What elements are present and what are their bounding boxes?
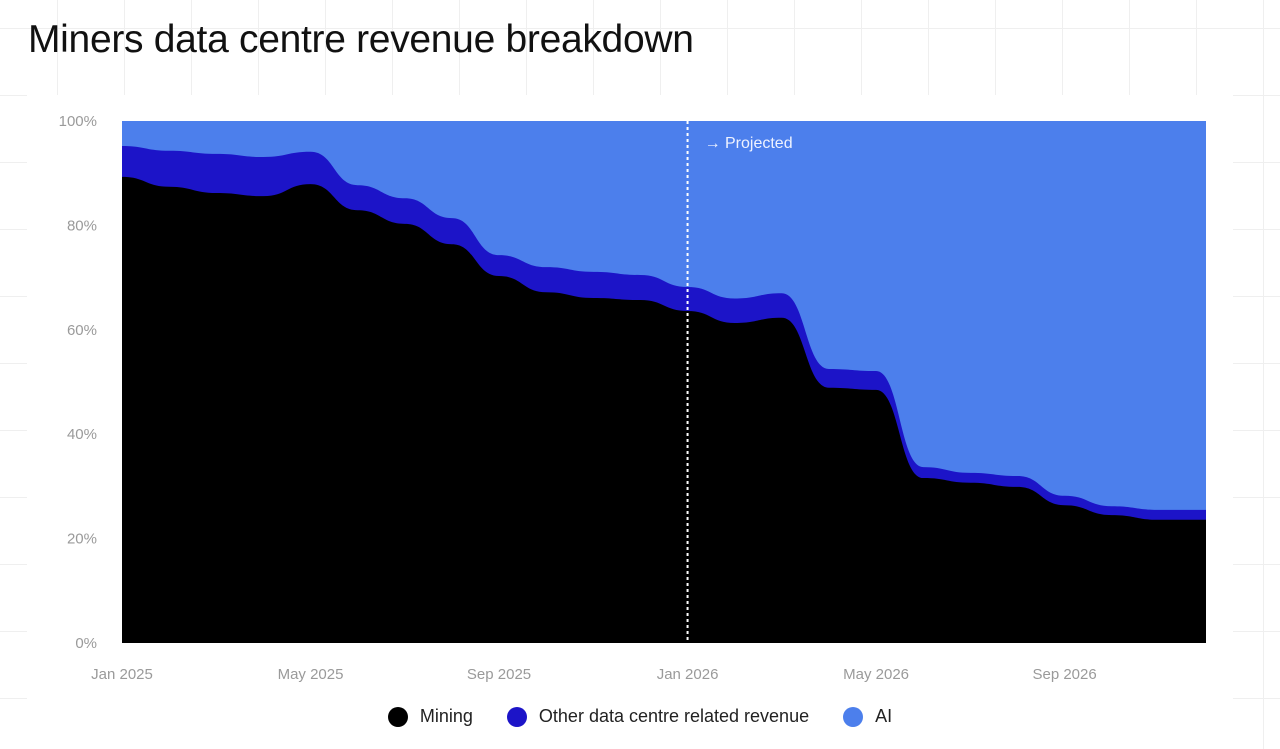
legend-item: Mining <box>387 706 473 727</box>
legend-label: Mining <box>419 706 473 726</box>
y-tick-label: 40% <box>67 426 97 443</box>
y-tick-label: 20% <box>67 531 97 548</box>
x-tick-label: Jan 2025 <box>91 666 153 683</box>
y-tick-label: 80% <box>67 217 97 234</box>
y-tick-label: 100% <box>59 113 97 130</box>
x-tick-label: May 2025 <box>278 666 344 683</box>
x-tick-label: Jan 2026 <box>657 666 719 683</box>
x-tick-label: May 2026 <box>843 666 909 683</box>
legend-label: AI <box>875 706 893 726</box>
projected-annotation: → Projected <box>705 135 793 152</box>
legend-swatch <box>843 706 864 727</box>
x-tick-label: Sep 2025 <box>467 666 531 683</box>
y-tick-label: 0% <box>75 635 97 652</box>
legend-swatch <box>387 706 408 727</box>
legend: Mining Other data centre related revenue A… <box>0 706 1280 727</box>
y-tick-label: 60% <box>67 322 97 339</box>
legend-item: Other data centre related revenue <box>506 706 810 727</box>
legend-item: AI <box>843 706 892 727</box>
legend-swatch <box>506 706 527 727</box>
area-mining <box>122 176 1206 643</box>
x-tick-label: Sep 2026 <box>1032 666 1096 683</box>
chart-title: Miners data centre revenue breakdown <box>28 18 694 61</box>
legend-label: Other data centre related revenue <box>538 706 810 726</box>
